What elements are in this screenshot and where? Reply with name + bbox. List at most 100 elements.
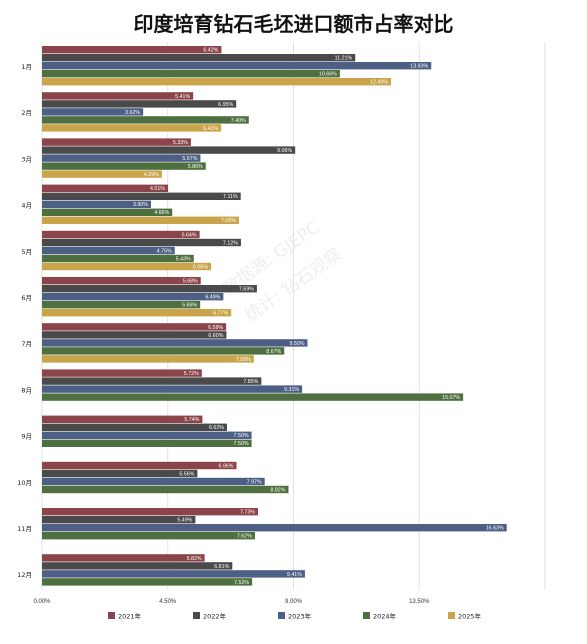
bar-value-label: 7.62% (237, 534, 252, 540)
category-label: 7月 (21, 340, 32, 348)
legend-swatch (363, 612, 370, 619)
bar-value-label: 6.49% (205, 295, 220, 301)
bar-value-label: 7.69% (239, 287, 254, 293)
bar-value-label: 16.63% (486, 526, 504, 532)
bar (42, 192, 241, 200)
bar-value-label: 5.43% (176, 256, 191, 262)
bar (42, 293, 224, 301)
bar-value-label: 5.74% (184, 417, 199, 423)
bar-value-label: 7.52% (234, 580, 249, 586)
bar-value-label: 5.67% (182, 156, 197, 162)
bar-value-label: 13.93% (410, 64, 428, 70)
bar (42, 62, 432, 70)
bar-value-label: 6.42% (203, 48, 218, 54)
legend-swatch (108, 612, 115, 619)
bar-value-label: 7.58% (236, 357, 251, 363)
bar (42, 508, 259, 516)
bar-value-label: 7.73% (240, 510, 255, 516)
bar (42, 393, 464, 401)
bar (42, 524, 507, 532)
bar-value-label: 5.56% (179, 471, 194, 477)
bar (42, 78, 392, 86)
bar-value-label: 12.49% (370, 80, 388, 86)
bar-value-label: 5.41% (175, 94, 190, 100)
bar (42, 469, 198, 478)
x-tick-label: 4.50% (159, 599, 177, 605)
bar (42, 309, 232, 317)
bar (42, 355, 254, 363)
bar (42, 230, 200, 239)
bar-value-label: 8.67% (266, 349, 281, 355)
bar-value-label: 6.60% (208, 333, 223, 339)
legend-swatch (448, 612, 455, 619)
bar (42, 238, 241, 247)
bar-value-label: 7.97% (247, 479, 262, 485)
x-tick-label: 13.50% (409, 599, 430, 605)
bar-value-label: 7.40% (231, 118, 246, 124)
bar (42, 369, 202, 377)
bar (42, 138, 191, 146)
chart-title: 印度培育钻石毛坯进口额市占率对比 (133, 12, 454, 36)
category-label: 2月 (21, 109, 32, 117)
bar (42, 200, 151, 208)
bar (42, 116, 249, 124)
category-label: 10月 (17, 479, 32, 487)
bar-value-label: 9.41% (287, 572, 302, 578)
bar-value-label: 5.33% (173, 140, 188, 146)
bar-value-label: 9.06% (277, 148, 292, 154)
bar (42, 184, 169, 192)
category-label: 5月 (21, 248, 32, 256)
category-label: 11月 (17, 525, 32, 533)
bar (42, 385, 303, 393)
bar (42, 415, 203, 423)
bar-value-label: 4.29% (144, 172, 159, 178)
category-label: 6月 (21, 294, 32, 302)
bar (42, 339, 308, 347)
bar-value-label: 9.50% (289, 341, 304, 347)
legend-label: 2021年 (118, 612, 142, 621)
bar-value-label: 7.05% (221, 218, 236, 224)
bar (42, 301, 201, 309)
category-label: 4月 (21, 202, 32, 210)
bar (42, 439, 252, 447)
category-label: 1月 (21, 63, 32, 71)
bar-value-label: 10.66% (319, 72, 337, 78)
legend-swatch (278, 612, 285, 619)
bar-value-label: 7.11% (223, 194, 238, 200)
bar-value-label: 7.50% (234, 441, 249, 447)
bar (42, 154, 201, 162)
bar (42, 146, 296, 154)
category-label: 9月 (21, 433, 32, 441)
bar-value-label: 5.82% (187, 556, 202, 562)
bar (42, 562, 233, 570)
category-label: 8月 (21, 386, 32, 394)
legend-label: 2024年 (373, 612, 397, 621)
x-tick-label: 9.00% (285, 599, 303, 605)
bar (42, 277, 201, 285)
bar-value-label: 4.51% (150, 186, 165, 192)
bar (42, 377, 262, 385)
bar-value-label: 6.96% (218, 463, 233, 469)
category-label: 3月 (21, 155, 32, 163)
bar (42, 323, 227, 331)
bar-value-label: 6.59% (208, 325, 223, 331)
x-tick-label: 0.00% (33, 599, 51, 605)
bar (42, 100, 237, 108)
bar-value-label: 6.62% (209, 425, 224, 431)
bar-value-label: 6.41% (203, 126, 218, 132)
bar (42, 92, 194, 100)
bar (42, 124, 222, 132)
bar (42, 285, 257, 293)
bar (42, 485, 289, 494)
bar (42, 70, 340, 78)
bar-value-label: 3.62% (125, 110, 140, 116)
bar (42, 162, 206, 170)
bar-value-label: 7.85% (243, 379, 258, 385)
bar-value-label: 5.72% (184, 371, 199, 377)
bar-value-label: 6.77% (213, 311, 228, 317)
bar (42, 532, 255, 540)
bar-value-label: 8.82% (270, 487, 285, 493)
bar (42, 461, 237, 470)
